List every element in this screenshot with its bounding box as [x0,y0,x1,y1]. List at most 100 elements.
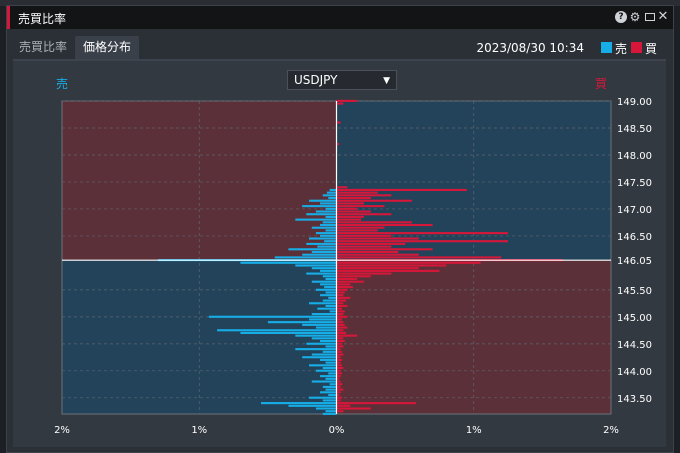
sell-bar [322,350,337,353]
window-title: 売買比率 [18,12,67,26]
buy-bar [336,280,364,283]
sell-bar [306,272,337,275]
sell-bar [325,291,337,294]
y-tick-label: 147.50 [617,178,652,189]
sell-bar [267,321,337,324]
sell-bar [320,202,337,205]
tab-buy-sell-ratio[interactable]: 売買比率 [19,40,68,54]
buy-bar [336,402,417,405]
buy-bar [336,302,344,305]
y-tick-label: 148.50 [617,124,652,135]
buy-bar [336,283,351,286]
buy-bar [336,226,385,229]
x-tick-label: 2% [603,425,619,436]
ratio-window: 売買比率 ? ⚙ ✕ 売買比率 価格分布 2023/08/30 10:34 売 … [6,5,674,453]
sell-bar [317,307,337,310]
buy-bar [336,366,344,370]
help-icon[interactable]: ? [615,11,627,23]
tab-price-distribution[interactable]: 価格分布 [75,36,140,59]
sell-bar [295,334,337,337]
sell-bar [295,218,337,221]
y-tick-label: 148.00 [617,151,652,162]
buy-bar [336,315,348,318]
buy-bar [336,232,509,235]
symbol-value: USDJPY [294,73,338,87]
y-tick-label: 145.00 [617,313,652,324]
buy-bar [336,318,342,321]
buy-bar [336,269,440,272]
symbol-select[interactable]: USDJPY ▼ [287,70,397,90]
sell-bar [317,245,337,248]
sell-bar [325,410,337,413]
sell-bar [306,242,337,245]
buy-bar [336,296,351,299]
buy-bar [336,339,345,343]
sell-bar [320,269,337,272]
sell-bar [325,361,337,364]
sell-bar [320,234,337,237]
buy-bar [336,207,358,210]
buy-bar [336,215,364,218]
buy-bar [336,221,412,224]
timestamp: 2023/08/30 10:34 [476,41,584,55]
buy-bar [336,288,348,291]
sell-bar [329,310,337,313]
buy-bar [336,321,344,324]
buy-bar [336,313,344,316]
gear-icon[interactable]: ⚙ [629,10,641,24]
legend-buy-label: 買 [644,42,657,56]
buy-bar [336,237,419,240]
buy-bar [336,248,433,251]
sell-bar [315,232,337,235]
window-icon[interactable] [645,13,655,21]
buy-bar [336,358,342,361]
sell-bar [311,267,337,270]
sell-bar [208,315,337,318]
buy-bar [336,242,406,245]
sell-bar [322,366,337,370]
sell-bar [320,391,337,394]
sell-bar [311,250,337,254]
window-titlebar[interactable]: 売買比率 ? ⚙ ✕ [7,6,673,29]
buy-bar [336,345,344,348]
price-distribution-panel: 149.00 148.50 148.00 147.50 147.00 146.50 146.… [13,59,666,447]
sell-bar [322,275,337,278]
buy-bar [336,369,341,372]
buy-bar [336,121,341,124]
sell-bar [309,396,337,399]
buy-bar [336,234,392,237]
sell-bar [315,369,337,372]
sell-side-label: 売 [56,77,69,91]
buy-bar [336,194,392,197]
sell-bar [309,199,337,202]
sell-bar [328,196,337,200]
sell-bar [302,356,337,359]
x-tick-label: 1% [191,425,207,436]
sell-bar [315,326,337,329]
sell-bar [322,385,337,388]
sell-bar [324,240,337,243]
y-tick-label: 149.00 [617,97,652,108]
sell-bar [325,345,337,348]
buy-bar [336,102,344,105]
sell-bar [311,380,337,383]
buy-bar [336,286,353,289]
y-tick-label: 144.50 [617,340,652,351]
close-icon[interactable]: ✕ [657,9,669,24]
sell-bar [315,407,337,410]
buy-bar [336,196,371,200]
sell-bar [295,264,337,267]
buy-bar [336,310,345,313]
sell-bar [325,229,337,232]
y-tick-label: 146.50 [617,232,652,243]
buy-bar [336,213,392,216]
sell-bar [306,213,337,216]
buy-bar [336,250,399,254]
legend-buy-swatch [631,42,642,53]
buy-side-label: 買 [595,77,608,91]
sell-bar [302,205,337,208]
buy-bar [336,191,378,194]
sell-bar [311,226,337,229]
sell-bar [320,375,337,378]
buy-bar [336,188,467,191]
